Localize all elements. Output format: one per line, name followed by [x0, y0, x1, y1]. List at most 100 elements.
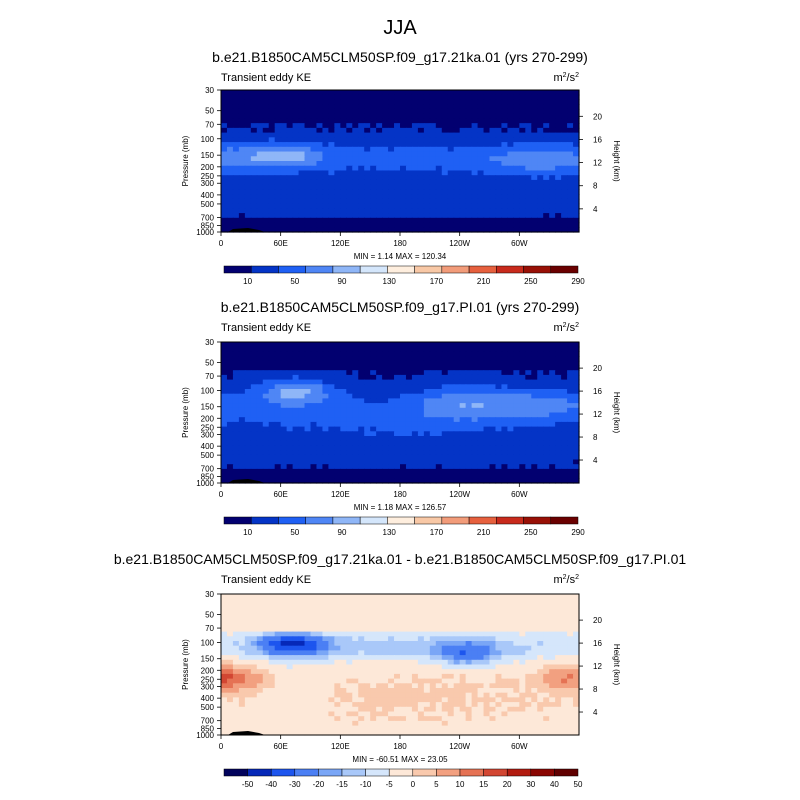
- heatmap-cell: [328, 123, 335, 129]
- heatmap-cell: [555, 151, 562, 157]
- heatmap-cell: [232, 113, 240, 119]
- heatmap-cell: [441, 436, 449, 442]
- heatmap-cell: [400, 641, 407, 647]
- heatmap-cell: [358, 636, 365, 642]
- heatmap-cell: [459, 208, 467, 214]
- heatmap-cell: [417, 123, 425, 129]
- y2-tick-label: 12: [593, 159, 602, 168]
- heatmap-cell: [244, 673, 252, 680]
- y2-tick-label: 20: [593, 112, 602, 121]
- colorbar-label: 250: [524, 277, 538, 286]
- heatmap-cell: [567, 146, 574, 153]
- heatmap-cell: [435, 365, 443, 371]
- heatmap-cell: [405, 198, 413, 205]
- heatmap-cell: [388, 431, 395, 437]
- heatmap-cell: [573, 650, 580, 656]
- heatmap-cell: [221, 365, 228, 371]
- heatmap-cell: [221, 356, 228, 362]
- heatmap-cell: [268, 626, 276, 633]
- heatmap-cell: [561, 170, 568, 176]
- heatmap-cell: [549, 626, 556, 633]
- heatmap-cell: [453, 454, 461, 461]
- heatmap-cell: [274, 459, 282, 465]
- heatmap-cell: [405, 108, 413, 115]
- heatmap-cell: [531, 478, 538, 484]
- heatmap-cell: [340, 659, 347, 666]
- heatmap-cell: [364, 137, 371, 143]
- heatmap-cell: [280, 142, 288, 148]
- heatmap-cell: [274, 104, 282, 110]
- heatmap-cell: [328, 617, 335, 623]
- heatmap-cell: [370, 645, 377, 651]
- heatmap-cell: [250, 678, 258, 684]
- heatmap-cell: [232, 412, 240, 418]
- heatmap-cell: [292, 346, 300, 352]
- heatmap-cell: [405, 650, 413, 656]
- heatmap-cell: [250, 370, 258, 376]
- heatmap-cell: [328, 421, 335, 428]
- heatmap-cell: [573, 436, 580, 442]
- heatmap-cell: [346, 189, 353, 195]
- heatmap-cell: [274, 165, 282, 172]
- heatmap-cell: [543, 673, 550, 680]
- heatmap-cell: [501, 393, 508, 399]
- heatmap-cell: [340, 645, 347, 651]
- heatmap-cell: [453, 194, 461, 200]
- heatmap-cell: [423, 412, 431, 418]
- heatmap-cell: [394, 342, 401, 348]
- heatmap-cell: [221, 137, 228, 143]
- heatmap-cell: [561, 622, 568, 628]
- heatmap-cell: [340, 203, 347, 209]
- heatmap-cell: [549, 99, 556, 105]
- heatmap-cell: [525, 655, 532, 661]
- heatmap-cell: [483, 360, 491, 367]
- heatmap-cell: [388, 389, 395, 395]
- heatmap-cell: [334, 454, 341, 461]
- heatmap-cell: [525, 189, 532, 195]
- heatmap-cell: [322, 208, 329, 214]
- heatmap-cell: [310, 194, 318, 200]
- heatmap-cell: [394, 374, 401, 381]
- heatmap-cell: [244, 594, 252, 600]
- heatmap-cell: [537, 108, 544, 115]
- heatmap-cell: [519, 626, 526, 633]
- heatmap-cell: [549, 346, 556, 352]
- heatmap-cell: [537, 431, 544, 437]
- heatmap-cell: [250, 146, 258, 153]
- heatmap-cell: [543, 175, 550, 181]
- heatmap-cell: [513, 360, 520, 367]
- heatmap-cell: [567, 108, 574, 115]
- heatmap-cell: [501, 217, 508, 224]
- heatmap-cell: [471, 450, 479, 456]
- heatmap-cell: [244, 622, 252, 628]
- heatmap-cell: [555, 598, 562, 604]
- heatmap-cell: [364, 598, 371, 604]
- heatmap-cell: [441, 617, 449, 623]
- heatmap-cell: [226, 370, 234, 376]
- heatmap-cell: [334, 603, 341, 609]
- heatmap-cell: [244, 351, 252, 357]
- heatmap-cell: [262, 468, 270, 475]
- heatmap-cell: [370, 132, 377, 138]
- heatmap-cell: [340, 393, 347, 399]
- heatmap-cell: [555, 603, 562, 609]
- heatmap-cell: [501, 127, 508, 134]
- heatmap-cell: [405, 655, 413, 661]
- heatmap-cell: [340, 374, 347, 381]
- heatmap-cell: [322, 379, 329, 385]
- heatmap-cell: [238, 445, 246, 451]
- heatmap-cell: [232, 156, 240, 162]
- heatmap-cell: [429, 617, 437, 623]
- heatmap-cell: [417, 626, 425, 633]
- heatmap-cell: [483, 478, 491, 484]
- heatmap-cell: [447, 417, 455, 423]
- heatmap-cell: [340, 445, 347, 451]
- heatmap-cell: [292, 175, 300, 181]
- heatmap-cell: [513, 468, 520, 475]
- heatmap-cell: [376, 688, 383, 694]
- heatmap-cell: [370, 594, 377, 600]
- heatmap-cell: [394, 678, 401, 684]
- heatmap-cell: [507, 454, 514, 461]
- heatmap-cell: [441, 127, 449, 134]
- heatmap-cell: [483, 374, 491, 381]
